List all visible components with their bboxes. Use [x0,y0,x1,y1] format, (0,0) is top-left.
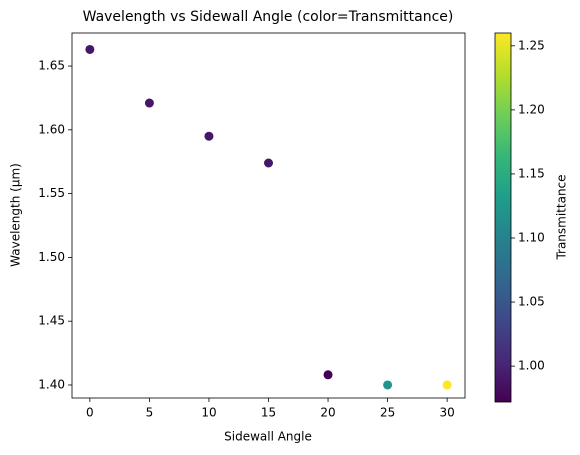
colorbar-tick-label: 1.00 [518,359,545,373]
x-tick-label: 10 [201,406,216,420]
point [323,370,333,380]
x-tick-label: 25 [380,406,395,420]
colorbar [495,33,511,402]
y-axis-label: Wavelength (μm) [9,163,23,267]
point [204,131,214,141]
x-tick-label: 0 [86,406,94,420]
plot-frame [71,32,466,399]
x-tick-label: 30 [439,406,454,420]
point [442,380,452,390]
chart-title: Wavelength vs Sidewall Angle (color=Tran… [83,9,454,25]
point [85,44,95,54]
colorbar-tick-label: 1.05 [518,295,545,309]
colorbar-tick-label: 1.15 [518,166,545,180]
x-tick-label: 15 [261,406,276,420]
y-tick-label: 1.60 [38,122,65,136]
point [383,380,393,390]
x-axis-label: Sidewall Angle [224,430,312,444]
y-tick-label: 1.40 [38,377,65,391]
colorbar-tick-label: 1.10 [518,231,545,245]
y-tick-label: 1.65 [38,59,65,73]
colorbar-frame [494,32,512,403]
y-tick-label: 1.50 [38,250,65,264]
y-tick-label: 1.45 [38,314,65,328]
colorbar-tick-label: 1.20 [518,102,545,116]
point [264,158,273,168]
x-tick-label: 5 [146,406,154,420]
colorbar-tick-label: 1.25 [518,38,545,52]
x-tick-label: 20 [320,406,335,420]
point [144,98,154,108]
colorbar-label: Transmittance [555,174,569,260]
y-tick-label: 1.55 [38,186,65,200]
